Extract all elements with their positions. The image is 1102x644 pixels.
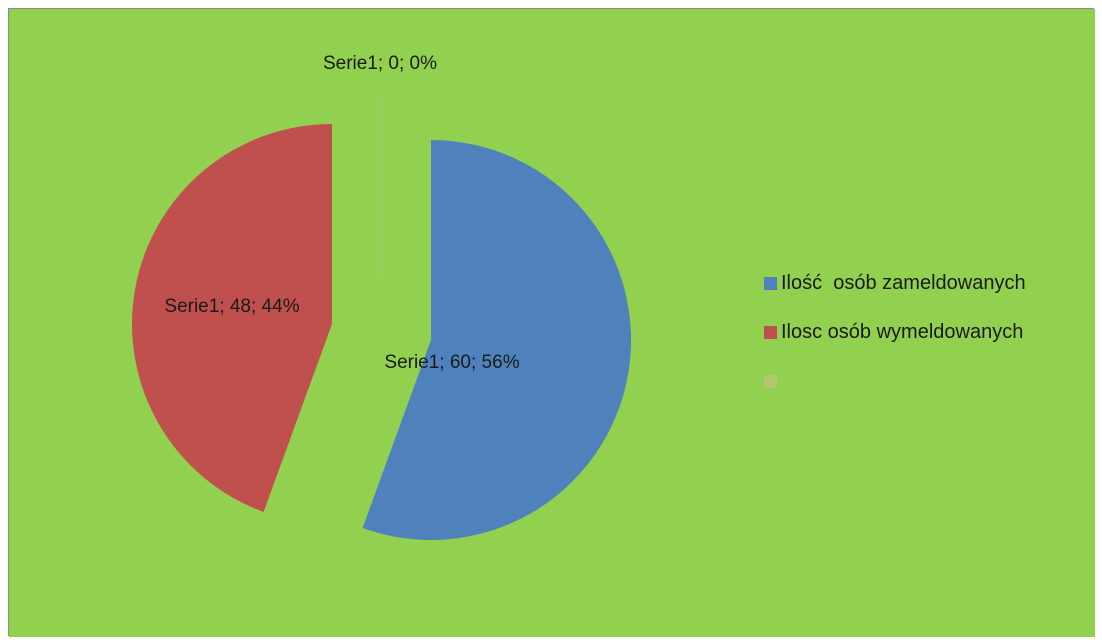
legend-item-1: Ilość osób zameldowanych xyxy=(764,271,1026,295)
legend-swatch-green xyxy=(764,374,777,388)
pie-slice-zameldowanych xyxy=(362,140,631,540)
data-label-slice-1: Serie1; 60; 56% xyxy=(384,352,519,373)
data-label-slice-2: Serie1; 48; 44% xyxy=(164,296,299,317)
chart-area: Serie1; 60; 56% Serie1; 48; 44% Serie1; … xyxy=(8,8,1095,637)
pie-chart: Serie1; 60; 56% Serie1; 48; 44% Serie1; … xyxy=(9,9,1095,637)
legend-label-1: Ilość osób zameldowanych xyxy=(781,271,1026,294)
legend-swatch-blue xyxy=(764,276,777,290)
legend: Ilość osób zameldowanych Ilosc osób wyme… xyxy=(764,271,1026,418)
pie-slice-wymeldowanych xyxy=(132,124,332,512)
legend-item-3 xyxy=(764,369,1026,393)
legend-item-2: Ilosc osób wymeldowanych xyxy=(764,320,1026,344)
legend-swatch-red xyxy=(764,325,777,339)
legend-label-2: Ilosc osób wymeldowanych xyxy=(781,320,1024,343)
data-label-slice-3: Serie1; 0; 0% xyxy=(323,53,437,74)
